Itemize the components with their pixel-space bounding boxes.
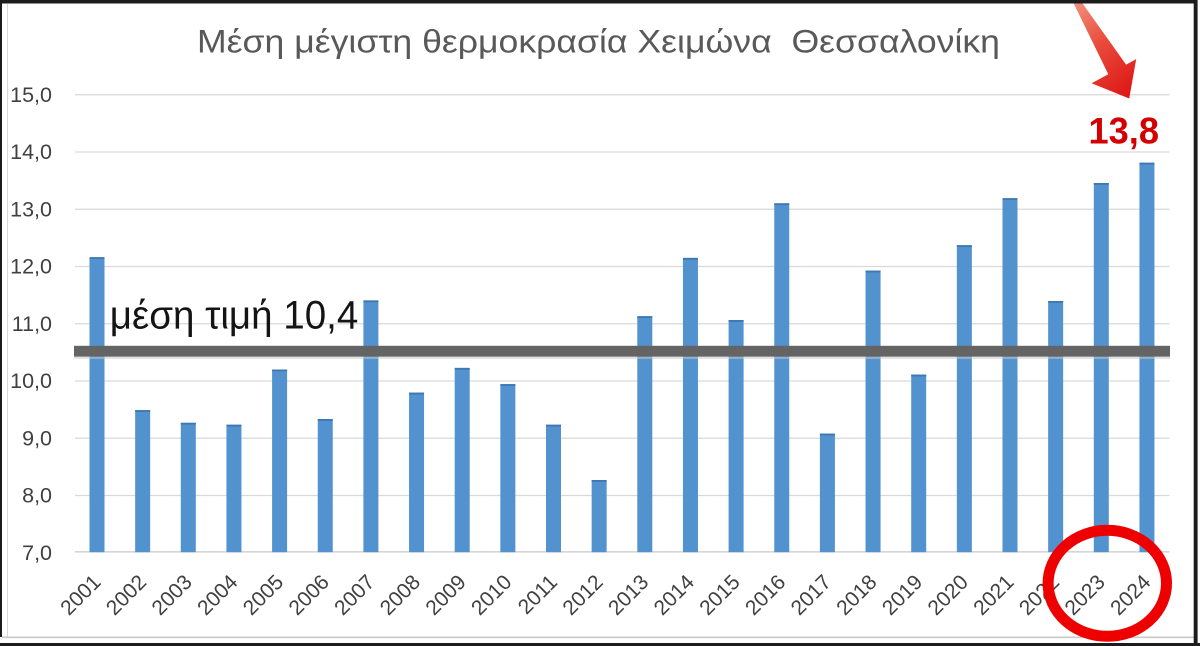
svg-text:9,0: 9,0 [22,426,52,450]
svg-text:13,0: 13,0 [10,197,52,221]
svg-text:μέση τιμή 10,4: μέση τιμή 10,4 [110,294,358,338]
svg-text:12,0: 12,0 [10,255,52,279]
svg-text:7,0: 7,0 [22,541,52,565]
svg-text:14,0: 14,0 [10,140,52,164]
svg-text:Μέση μέγιστη θερμοκρασία Χειμώ: Μέση μέγιστη θερμοκρασία Χειμώνα Θεσσαλο… [197,24,1000,60]
svg-text:15,0: 15,0 [10,83,52,107]
svg-text:11,0: 11,0 [12,312,52,336]
svg-text:13,8: 13,8 [1089,110,1160,152]
svg-text:8,0: 8,0 [22,484,52,508]
svg-text:10,0: 10,0 [10,369,52,393]
